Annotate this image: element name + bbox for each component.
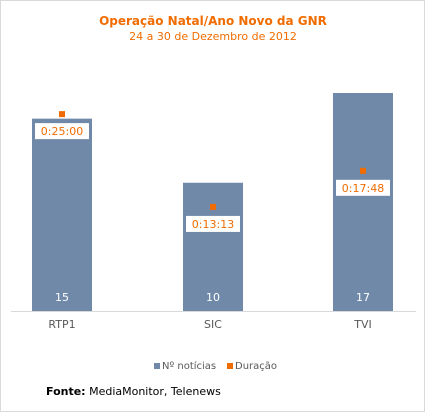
duration-marker	[210, 203, 216, 210]
bar-rtp1	[32, 118, 92, 311]
legend-label-noticias: Nº notícias	[162, 360, 216, 372]
source-text: MediaMonitor, Telenews	[85, 385, 221, 398]
x-tick-label: SIC	[204, 318, 222, 331]
duration-marker	[59, 111, 65, 118]
x-tick-label: TVI	[353, 318, 372, 331]
duration-label: 0:17:48	[342, 182, 384, 195]
x-tick-label: RTP1	[48, 318, 75, 331]
bar-value-label: 15	[55, 291, 69, 304]
bar-tvi	[333, 93, 393, 311]
plot-area: 15 RTP1 0:25:00 10 SIC 0:13:13 17 TVI 0:17:48	[11, 93, 416, 331]
duration-label-box	[35, 123, 89, 140]
legend-swatch-noticias	[154, 363, 160, 369]
source-label: Fonte:	[46, 385, 86, 398]
chart-subtitle: 24 a 30 de Dezembro de 2012	[129, 30, 297, 43]
bar-value-label: 17	[356, 291, 370, 304]
chart-title: Operação Natal/Ano Novo da GNR	[99, 14, 327, 28]
duration-marker	[360, 167, 366, 174]
duration-label: 0:13:13	[192, 218, 234, 231]
source-note: Fonte: MediaMonitor, Telenews	[46, 385, 221, 398]
bar-value-label: 10	[206, 291, 220, 304]
duration-label: 0:25:00	[41, 125, 83, 138]
duration-label-box	[336, 179, 390, 196]
legend: Nº notícias Duração	[154, 360, 277, 372]
duration-label-box	[186, 215, 240, 232]
legend-swatch-duracao	[227, 363, 233, 369]
legend-label-duracao: Duração	[235, 361, 277, 372]
